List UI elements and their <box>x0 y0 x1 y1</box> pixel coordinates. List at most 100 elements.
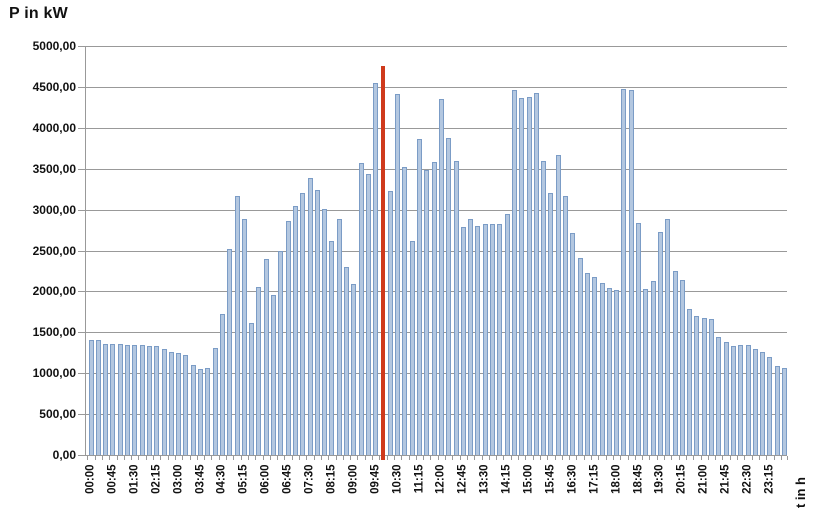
bar <box>672 270 678 455</box>
x-axis-tick <box>167 456 169 460</box>
bar <box>526 96 532 455</box>
bar <box>519 97 525 455</box>
bar <box>621 88 627 455</box>
bar <box>555 154 561 455</box>
bar <box>533 93 539 455</box>
x-tick-label: 01:30 <box>128 464 141 494</box>
x-axis-tick <box>313 456 315 460</box>
x-tick-label: 03:00 <box>172 464 185 494</box>
x-axis-tick <box>561 456 563 460</box>
bar <box>110 343 116 455</box>
x-axis-tick <box>116 456 118 460</box>
x-axis-tick <box>693 456 695 460</box>
bar <box>424 169 430 455</box>
bar <box>387 190 393 455</box>
x-axis-tick <box>634 456 636 460</box>
x-tick-label: 02:15 <box>150 464 163 494</box>
x-tick-label: 03:45 <box>194 464 206 494</box>
y-tick-label: 5000,00 <box>32 39 76 53</box>
y-tick-label: 2000,00 <box>32 284 76 298</box>
x-tick-label: 06:00 <box>259 464 272 494</box>
y-tick-label: 500,00 <box>39 407 76 421</box>
bar <box>453 160 459 455</box>
x-axis-tick <box>284 456 286 460</box>
y-tick-label: 0,00 <box>52 448 76 462</box>
bar <box>738 344 744 455</box>
x-axis-tick <box>393 456 395 460</box>
bar <box>730 346 736 455</box>
x-axis-tick <box>474 456 476 460</box>
x-axis-tick <box>751 456 753 460</box>
x-tick-label: 18:00 <box>610 464 623 494</box>
x-axis-tick <box>196 456 198 460</box>
bar <box>767 356 773 455</box>
bar <box>614 289 620 455</box>
bar <box>431 162 437 455</box>
x-tick-label: 21:00 <box>697 464 710 494</box>
x-tick-label: 16:30 <box>566 464 579 494</box>
y-axis-line <box>85 46 86 455</box>
x-axis-tick <box>649 456 651 460</box>
x-axis-tick <box>204 456 206 460</box>
x-axis-tick <box>715 456 717 460</box>
x-axis-tick <box>605 456 607 460</box>
x-tick-label: 23:15 <box>763 464 776 494</box>
bar <box>650 280 656 455</box>
x-axis-tick <box>379 456 381 460</box>
x-axis-tick <box>488 456 490 460</box>
y-axis-tick <box>78 455 85 456</box>
x-axis-tick <box>145 456 147 460</box>
bar <box>146 345 152 455</box>
x-axis-tick <box>320 456 322 460</box>
bar <box>694 315 700 455</box>
bar <box>278 250 284 455</box>
x-tick-label: 07:30 <box>303 464 316 494</box>
x-tick-label: 09:00 <box>347 464 360 494</box>
x-axis-tick <box>299 456 301 460</box>
bar <box>460 226 466 455</box>
x-tick-label: 00:45 <box>106 464 119 494</box>
bar <box>88 340 94 455</box>
x-axis-tick <box>437 456 439 460</box>
bar <box>657 231 663 455</box>
current-time-marker-line <box>381 66 385 460</box>
bar <box>402 167 408 455</box>
x-axis-tick <box>685 456 687 460</box>
x-axis-tick <box>525 456 527 460</box>
x-axis-tick <box>671 456 673 460</box>
bar <box>365 173 371 455</box>
x-tick-label: 20:15 <box>675 464 688 494</box>
x-axis-tick <box>496 456 498 460</box>
x-tick-label: 19:30 <box>653 464 666 494</box>
x-axis-tick <box>291 456 293 460</box>
bar <box>723 342 729 455</box>
x-axis-tick <box>656 456 658 460</box>
x-axis-tick <box>773 456 775 460</box>
x-axis-tick <box>408 456 410 460</box>
x-axis-tick <box>415 456 417 460</box>
x-axis-tick <box>123 456 125 460</box>
x-axis-tick <box>211 456 213 460</box>
bar <box>643 288 649 455</box>
x-tick-label: 21:45 <box>719 464 732 494</box>
x-axis-tick <box>518 456 520 460</box>
x-tick-label: 17:15 <box>588 464 601 494</box>
x-tick-label: 00:00 <box>84 464 97 494</box>
x-axis-tick <box>357 456 359 460</box>
bar <box>132 344 138 455</box>
bar <box>358 162 364 455</box>
bar <box>344 266 349 455</box>
bar <box>628 90 634 455</box>
y-axis-tick <box>78 373 85 374</box>
x-axis-tick <box>620 456 622 460</box>
y-tick-label: 4000,00 <box>32 121 76 135</box>
bar <box>446 137 452 455</box>
x-axis-tick <box>459 456 461 460</box>
x-tick-label: 22:30 <box>741 464 754 494</box>
x-axis-tick <box>342 456 344 460</box>
x-axis-tick <box>569 456 571 460</box>
chart-title: P in kW <box>9 5 68 22</box>
x-axis-tick <box>226 456 228 460</box>
bar <box>468 218 474 455</box>
x-axis-tick <box>364 456 366 460</box>
